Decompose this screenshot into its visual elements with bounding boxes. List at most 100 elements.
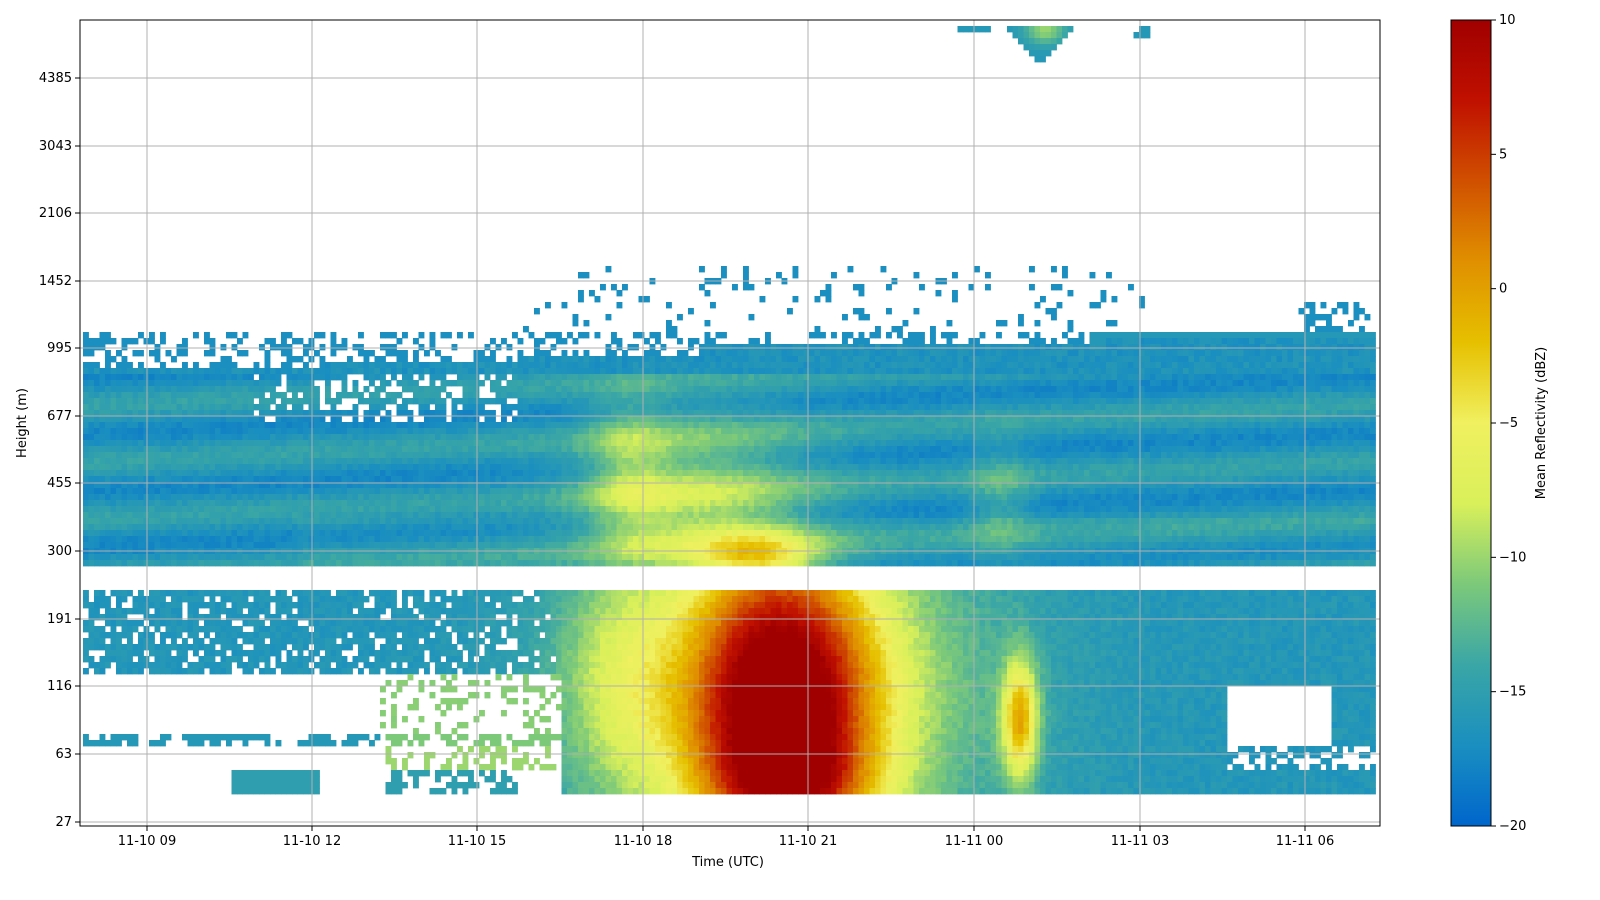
heatmap-cell [308, 530, 315, 537]
heatmap-cell [127, 446, 133, 453]
heatmap-cell [94, 404, 100, 411]
heatmap-cell [578, 680, 584, 687]
heatmap-cell [259, 482, 265, 489]
heatmap-cell [165, 410, 172, 417]
heatmap-cell [380, 386, 386, 393]
heatmap-cell [550, 602, 557, 609]
heatmap-cell [429, 512, 436, 519]
heatmap-cell [138, 470, 144, 477]
heatmap-cell [264, 524, 271, 531]
heatmap-cell [578, 758, 584, 765]
heatmap-cell [440, 536, 447, 543]
heatmap-cell [116, 668, 122, 675]
heatmap-cell [198, 554, 205, 561]
heatmap-cell [583, 554, 590, 561]
heatmap-cell [99, 464, 106, 471]
heatmap-cell [473, 380, 480, 387]
heatmap-cell [303, 428, 309, 435]
heatmap-cell [94, 452, 100, 459]
heatmap-cell [132, 350, 139, 357]
heatmap-cell [264, 506, 271, 513]
heatmap-cell [556, 626, 562, 633]
heatmap-cell [440, 764, 447, 771]
heatmap-cell [149, 740, 155, 747]
heatmap-cell [396, 452, 403, 459]
heatmap-cell [99, 734, 106, 741]
heatmap-cell [127, 560, 133, 567]
heatmap-cell [358, 392, 364, 399]
heatmap-cell [83, 464, 89, 471]
heatmap-cell [154, 404, 161, 411]
heatmap-cell [138, 374, 144, 381]
heatmap-cell [121, 452, 128, 459]
heatmap-cell [165, 506, 172, 513]
heatmap-cell [561, 560, 568, 567]
heatmap-cell [369, 614, 375, 621]
heatmap-cell [88, 638, 95, 645]
heatmap-cell [490, 494, 496, 501]
heatmap-cell [143, 464, 150, 471]
heatmap-cell [352, 458, 359, 465]
heatmap-cell [99, 530, 106, 537]
heatmap-cell [193, 632, 199, 639]
heatmap-cell [374, 656, 381, 663]
heatmap-cell [154, 560, 161, 567]
heatmap-cell [380, 608, 386, 615]
heatmap-cell [281, 416, 287, 423]
heatmap-cell [347, 512, 353, 519]
heatmap-cell [446, 476, 452, 483]
heatmap-cell [259, 638, 265, 645]
heatmap-cell [83, 440, 89, 447]
heatmap-cell [358, 608, 364, 615]
heatmap-cell [94, 614, 100, 621]
heatmap-cell [94, 536, 100, 543]
heatmap-cell [314, 788, 320, 795]
heatmap-cell [429, 464, 436, 471]
heatmap-cell [583, 536, 590, 543]
heatmap-cell [358, 518, 364, 525]
heatmap-cell [550, 428, 557, 435]
heatmap-cell [473, 782, 480, 789]
heatmap-cell [286, 344, 293, 351]
heatmap-cell [198, 626, 205, 633]
heatmap-cell [160, 476, 166, 483]
heatmap-cell [325, 602, 331, 609]
heatmap-cell [446, 554, 452, 561]
heatmap-cell [462, 764, 469, 771]
heatmap-cell [572, 542, 579, 549]
heatmap-cell [259, 506, 265, 513]
heatmap-cell [105, 356, 111, 363]
heatmap-cell [446, 332, 452, 339]
heatmap-cell [402, 626, 408, 633]
heatmap-cell [248, 494, 254, 501]
heatmap-cell [308, 386, 315, 393]
heatmap-cell [270, 668, 276, 675]
heatmap-cell [545, 446, 551, 453]
heatmap-cell [600, 722, 606, 729]
heatmap-cell [259, 554, 265, 561]
heatmap-cell [534, 392, 540, 399]
heatmap-cell [303, 446, 309, 453]
heatmap-cell [187, 446, 194, 453]
heatmap-cell [88, 476, 95, 483]
heatmap-cell [121, 500, 128, 507]
heatmap-cell [143, 410, 150, 417]
heatmap-cell [314, 638, 320, 645]
heatmap-cell [330, 614, 337, 621]
heatmap-cell [501, 524, 507, 531]
heatmap-cell [187, 530, 194, 537]
heatmap-cell [347, 362, 353, 369]
heatmap-cell [402, 476, 408, 483]
heatmap-cell [220, 632, 227, 639]
heatmap-cell [484, 470, 491, 477]
heatmap-cell [303, 740, 309, 747]
heatmap-cell [435, 662, 441, 669]
heatmap-cell [182, 458, 188, 465]
heatmap-cell [506, 494, 513, 501]
heatmap-cell [446, 650, 452, 657]
heatmap-cell [501, 560, 507, 567]
heatmap-cell [303, 398, 309, 405]
heatmap-cell [583, 500, 590, 507]
heatmap-cell [253, 512, 260, 519]
heatmap-cell [407, 560, 414, 567]
